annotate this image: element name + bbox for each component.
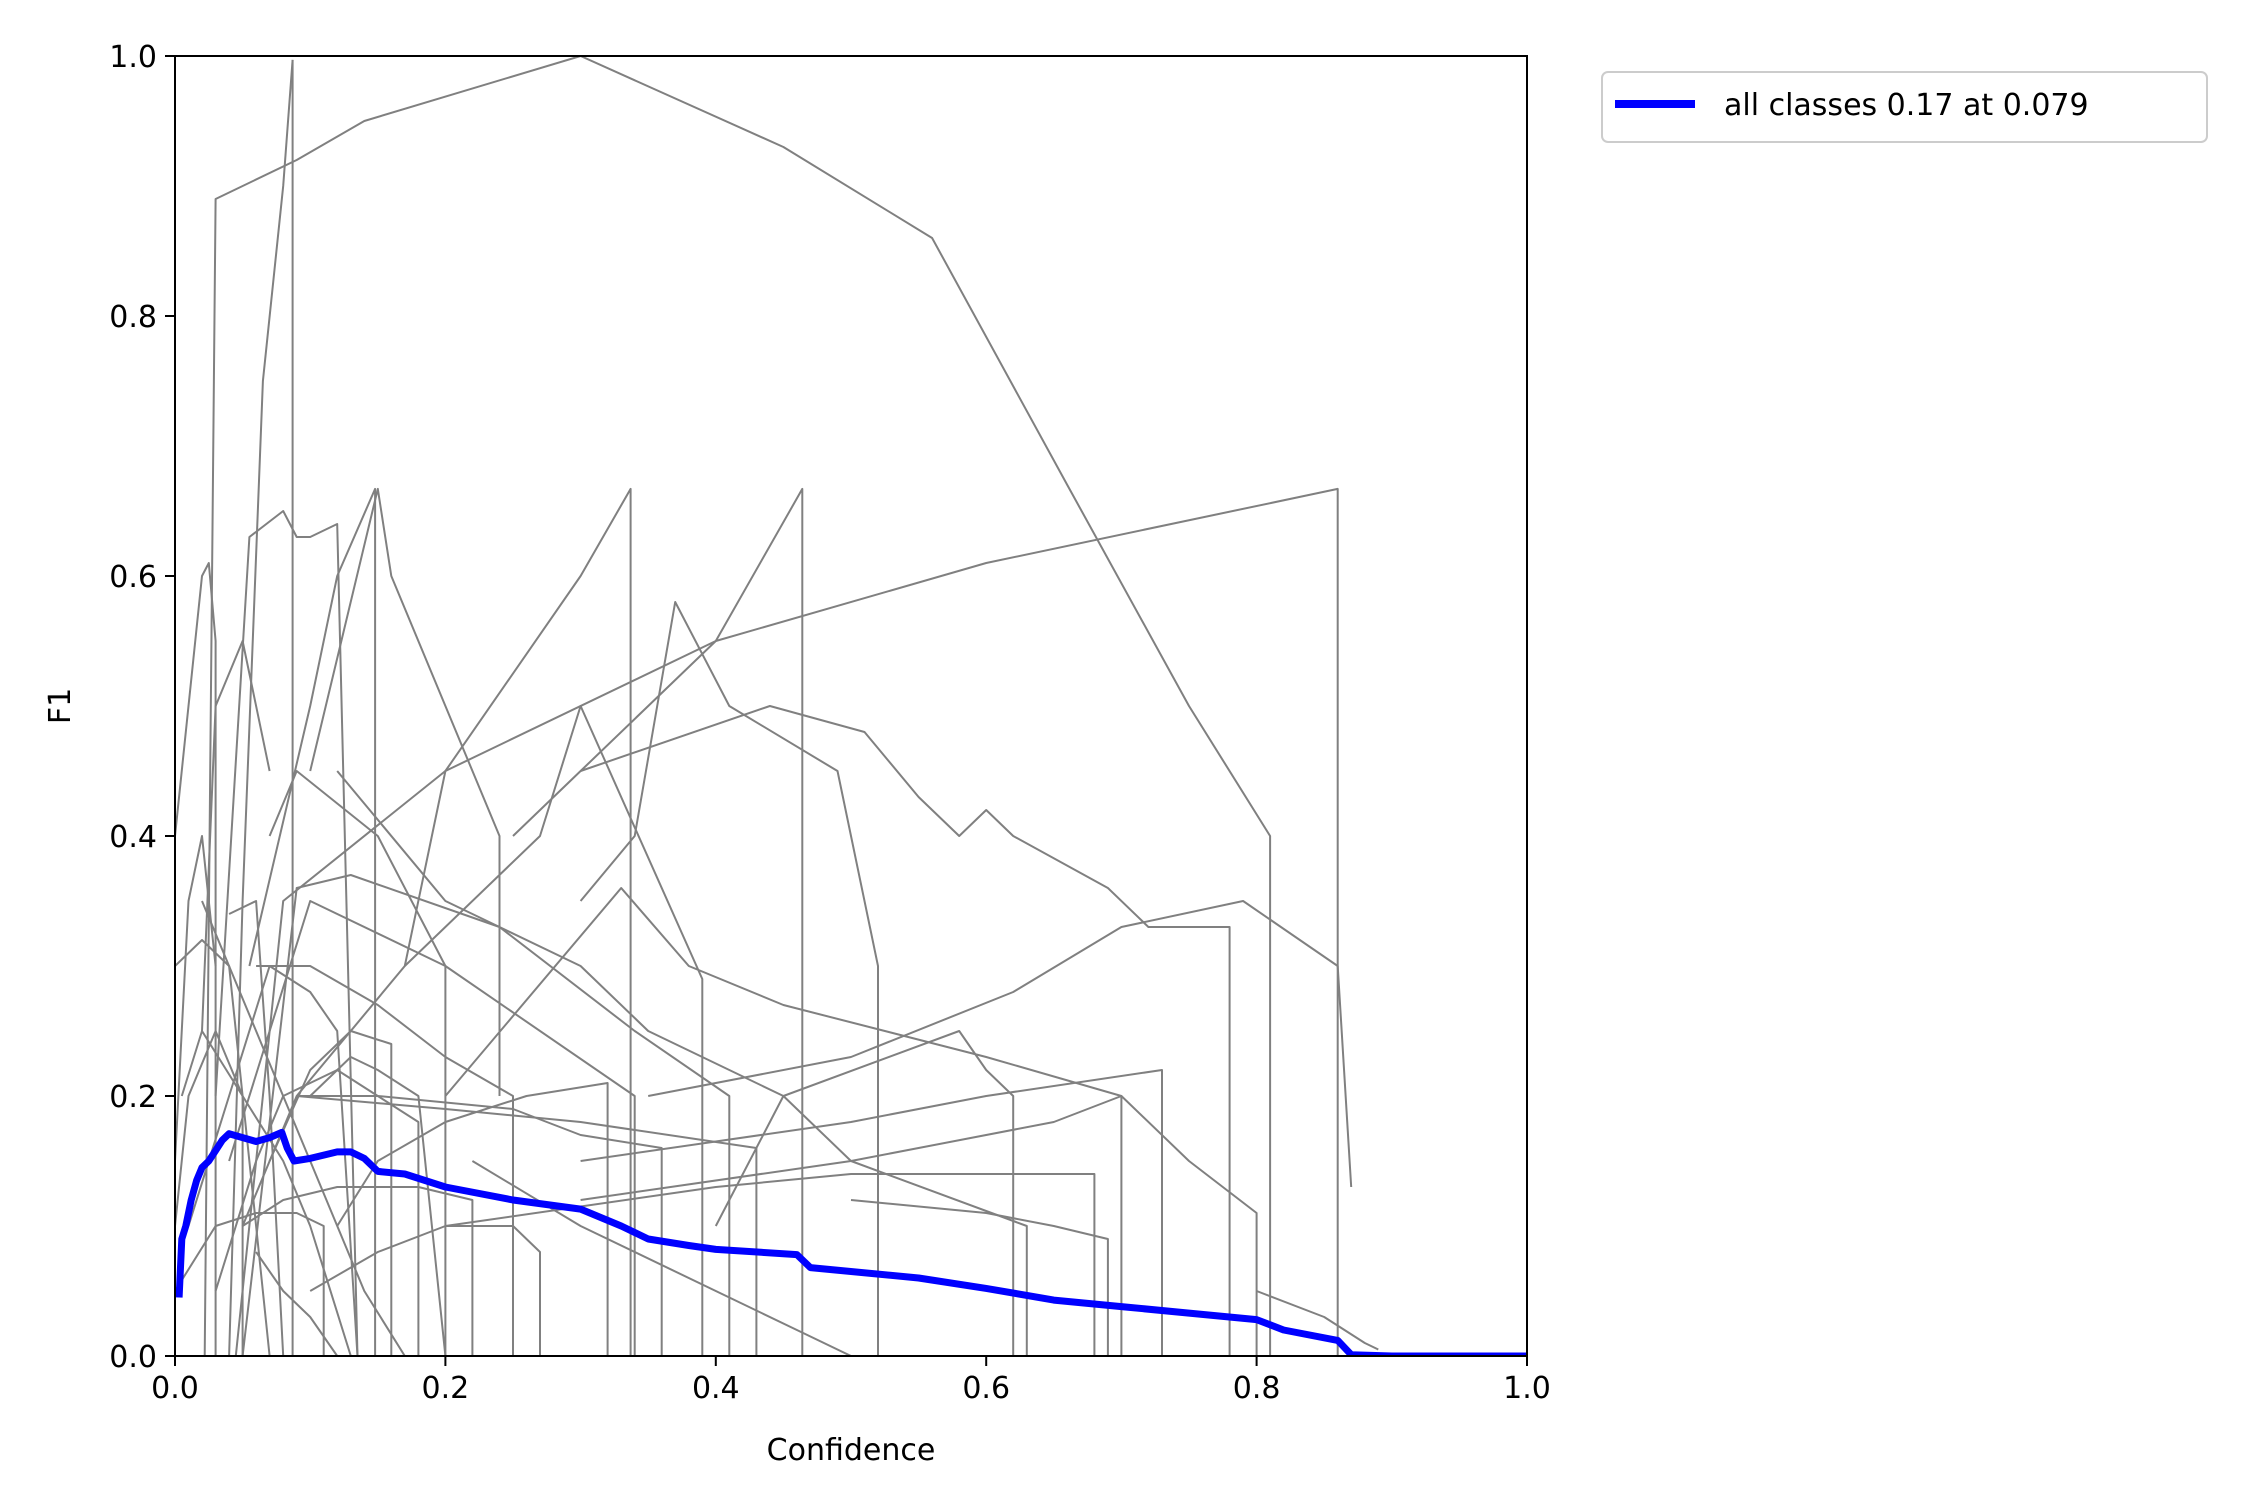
- y-tick-label: 0.2: [109, 1080, 157, 1115]
- x-tick-label: 0.2: [422, 1371, 470, 1406]
- series-line-class: [580, 705, 1231, 1356]
- series-line-class: [201, 640, 271, 1032]
- series-line-class: [180, 1030, 352, 1356]
- series-line-class: [175, 1030, 244, 1356]
- legend: all classes 0.17 at 0.079: [1601, 71, 2208, 143]
- y-tick-label: 0.8: [109, 300, 157, 335]
- series-line-class: [241, 874, 731, 1356]
- y-axis-label: F1: [43, 688, 78, 724]
- series-line-class: [444, 887, 1258, 1356]
- series-line-class: [512, 487, 804, 1356]
- series-line-class: [296, 1095, 758, 1356]
- series-line-class: [580, 1095, 1123, 1356]
- legend-entry: all classes 0.17 at 0.079: [1724, 88, 2089, 123]
- series-layer: [175, 56, 1527, 1356]
- series-line-class: [203, 56, 1272, 1356]
- series-line-class: [268, 770, 447, 1356]
- series-line-class: [580, 1069, 1163, 1356]
- series-line-class: [248, 487, 377, 1356]
- series-line-class: [1256, 1290, 1379, 1351]
- x-tick-label: 0.8: [1233, 1371, 1281, 1406]
- y-axis: 0.0 0.2 0.4 0.6 0.8 1.0: [109, 40, 175, 1375]
- series-line-class: [296, 1095, 663, 1356]
- series-line-class: [175, 835, 217, 1162]
- series-line-class: [850, 1199, 1109, 1356]
- series-line-class: [256, 965, 514, 1356]
- series-line-class: [242, 1186, 474, 1356]
- series-line-class: [214, 510, 359, 1356]
- series-line-class: [648, 900, 1353, 1188]
- series-line-class: [309, 1225, 541, 1356]
- y-tick-label: 0.0: [109, 1340, 157, 1375]
- series-line-class: [255, 1251, 339, 1356]
- y-tick-label: 0.4: [109, 820, 157, 855]
- legend-frame: [1601, 71, 2208, 143]
- plot-area: [174, 55, 1528, 1357]
- x-tick-label: 0.0: [151, 1371, 199, 1406]
- series-line-class: [579, 601, 879, 1356]
- series-line-class: [445, 1173, 1096, 1356]
- x-axis-label: Confidence: [767, 1433, 936, 1468]
- series-line-class: [403, 487, 632, 1356]
- series-line-class: [175, 562, 217, 1356]
- series-line-class: [336, 1082, 609, 1356]
- series-line-all-classes: [175, 1128, 1527, 1356]
- x-tick-label: 1.0: [1503, 1371, 1551, 1406]
- series-line-class: [268, 1030, 393, 1356]
- y-tick-label: 1.0: [109, 40, 157, 75]
- y-tick-label: 0.6: [109, 560, 157, 595]
- series-line-class: [187, 965, 359, 1356]
- x-tick-label: 0.4: [692, 1371, 740, 1406]
- series-line-class: [309, 487, 501, 1096]
- plot-frame: [174, 55, 1528, 1357]
- series-line-class: [714, 1030, 1015, 1356]
- series-line-class: [228, 900, 285, 1356]
- x-axis: 0.0 0.2 0.4 0.6 0.8 1.0: [151, 1356, 1551, 1406]
- x-tick-label: 0.6: [962, 1371, 1010, 1406]
